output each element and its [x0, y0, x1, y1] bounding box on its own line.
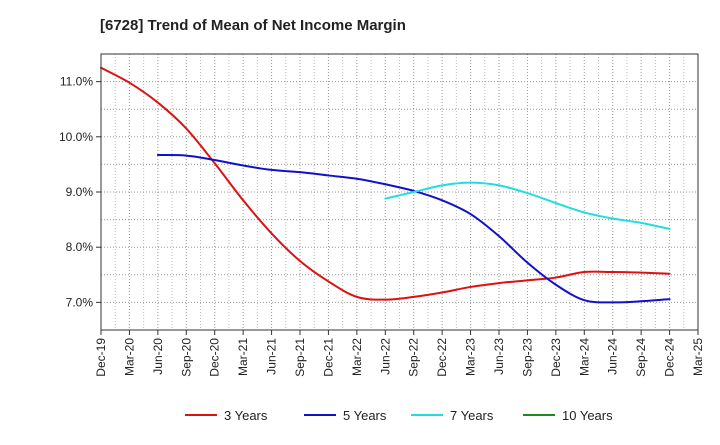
y-tick-label: 11.0%	[60, 75, 93, 89]
x-tick-label: Mar-23	[464, 338, 478, 376]
x-tick-label: Sep-23	[520, 338, 534, 377]
x-tick-label: Mar-24	[577, 338, 591, 376]
x-tick-label: Mar-20	[122, 338, 136, 376]
legend-label: 10 Years	[562, 408, 613, 423]
series-line-1	[100, 66, 671, 301]
x-tick-label: Jun-24	[606, 338, 620, 375]
y-tick-label: 10.0%	[59, 130, 93, 144]
x-tick-label: Sep-22	[407, 338, 421, 377]
chart-title: [6728] Trend of Mean of Net Income Margi…	[100, 17, 406, 34]
x-tick-label: Jun-20	[151, 338, 165, 375]
x-tick-label: Sep-21	[293, 338, 307, 377]
legend: 3 Years 5 Years 7 Years 10 Years	[185, 408, 613, 423]
y-tick-label: 9.0%	[66, 185, 94, 199]
y-tick-label: 7.0%	[66, 295, 94, 309]
x-tick-label: Sep-24	[634, 338, 648, 377]
legend-label: 5 Years	[343, 408, 387, 423]
series-line-3	[384, 181, 671, 230]
x-axis-ticks: Dec-19 Mar-20 Jun-20 Sep-20 Dec-20 Mar-21 Jun-…	[94, 330, 705, 377]
x-tick-label: Dec-21	[321, 338, 335, 377]
y-axis-ticks: 7.0% 8.0% 9.0% 10.0% 11.0%	[59, 75, 101, 309]
legend-label: 7 Years	[450, 408, 494, 423]
series-line-2	[156, 154, 671, 304]
x-tick-label: Dec-19	[94, 338, 108, 377]
x-tick-label: Jun-23	[492, 338, 506, 375]
x-tick-label: Dec-23	[549, 338, 563, 377]
x-tick-label: Dec-22	[435, 338, 449, 377]
x-tick-label: Dec-24	[663, 338, 677, 377]
x-tick-label: Sep-20	[179, 338, 193, 377]
legend-label: 3 Years	[224, 408, 268, 423]
x-tick-label: Jun-21	[265, 338, 279, 375]
x-tick-label: Mar-22	[350, 338, 364, 376]
x-tick-label: Mar-21	[236, 338, 250, 376]
grid-lines	[101, 54, 698, 330]
x-tick-label: Mar-25	[691, 338, 705, 376]
y-tick-label: 8.0%	[66, 240, 94, 254]
series-lines	[100, 66, 671, 304]
x-tick-label: Dec-20	[208, 338, 222, 377]
x-tick-label: Jun-22	[378, 338, 392, 375]
